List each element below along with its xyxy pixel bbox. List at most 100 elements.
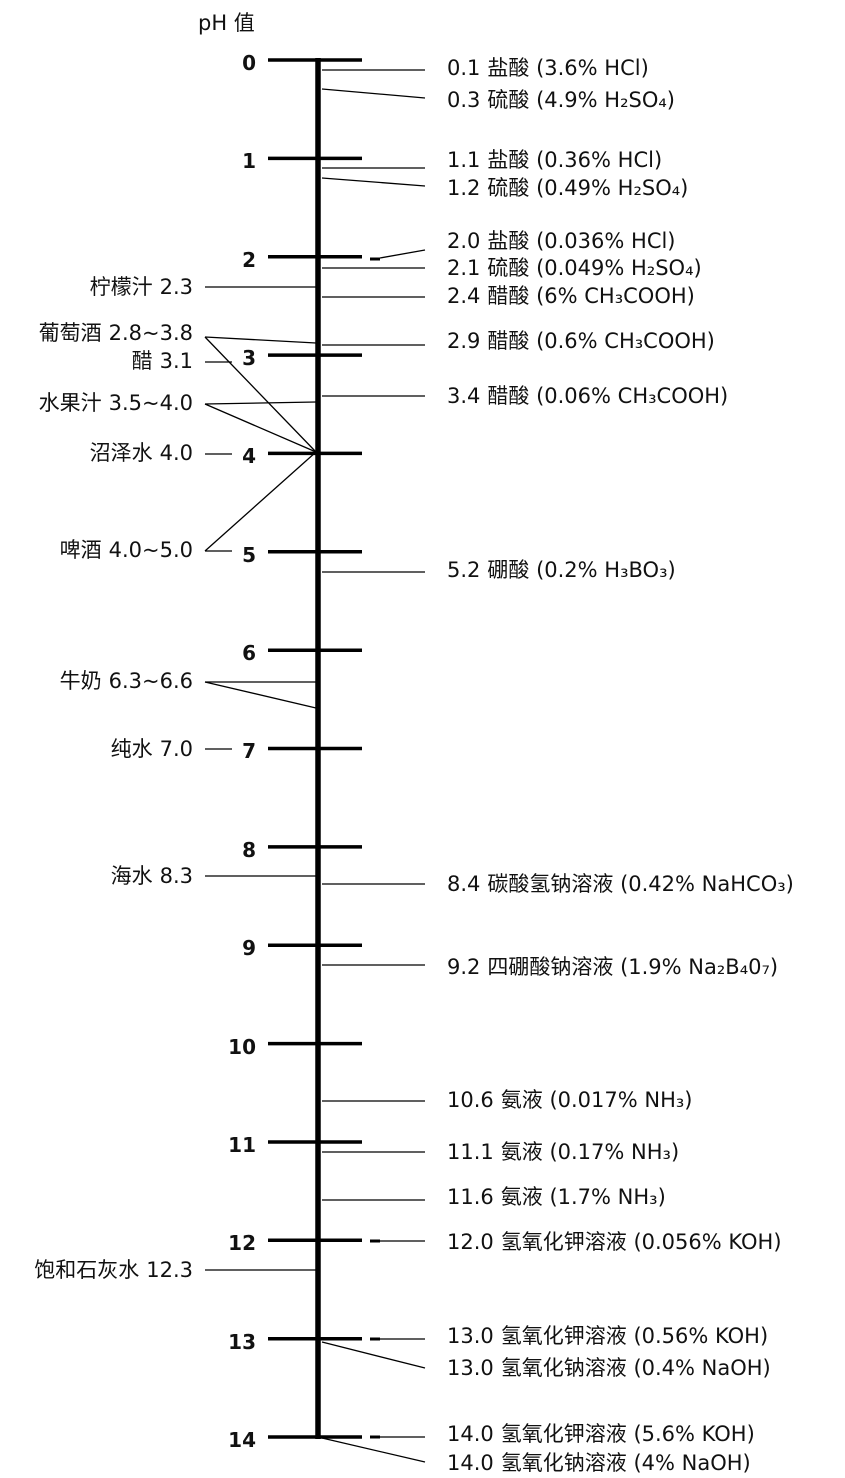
ph-value: 12.3 bbox=[146, 1258, 193, 1282]
tick-label-5: 5 bbox=[242, 543, 256, 567]
left-leader-lines bbox=[204, 286, 317, 1271]
substance-label: 沼泽水 bbox=[90, 441, 153, 465]
right-labels: 0.1 盐酸 (3.6% HCl) 0.3 硫酸 (4.9% H₂SO₄) 1.1 盐… bbox=[447, 56, 794, 1475]
ph-value: 2.3 bbox=[160, 275, 193, 299]
right-label: 2.1 硫酸 (0.049% H₂SO₄) bbox=[447, 256, 702, 280]
substance-label: 氢氧化钾溶液 (0.56% KOH) bbox=[501, 1324, 768, 1348]
substance-label: 硫酸 (0.49% H₂SO₄) bbox=[487, 176, 688, 200]
ph-value: 12.0 bbox=[447, 1230, 494, 1254]
ph-value: 11.1 bbox=[447, 1140, 494, 1164]
right-label: 2.0 盐酸 (0.036% HCl) bbox=[447, 229, 676, 253]
substance-label: 醋酸 (0.06% CH₃COOH) bbox=[487, 384, 728, 408]
ph-value: 8.3 bbox=[160, 864, 193, 888]
substance-label: 四硼酸钠溶液 (1.9% Na₂B₄0₇) bbox=[487, 955, 778, 979]
tick-label-11: 11 bbox=[228, 1133, 256, 1157]
right-label: 12.0 氢氧化钾溶液 (0.056% KOH) bbox=[447, 1230, 782, 1254]
substance-label: 水果汁 bbox=[39, 391, 102, 415]
right-label: 8.4 碳酸氢钠溶液 (0.42% NaHCO₃) bbox=[447, 872, 794, 896]
ph-value: 1.1 bbox=[447, 148, 480, 172]
right-label: 14.0 氢氧化钠溶液 (4% NaOH) bbox=[447, 1451, 751, 1475]
tick-label-4: 4 bbox=[242, 444, 256, 468]
leader-line bbox=[321, 177, 426, 187]
substance-label: 盐酸 (0.36% HCl) bbox=[487, 148, 662, 172]
substance-label: 盐酸 (0.036% HCl) bbox=[487, 229, 675, 253]
substance-label: 氨液 (1.7% NH₃) bbox=[501, 1185, 666, 1209]
ph-value: 0.3 bbox=[447, 88, 480, 112]
tick-label-13: 13 bbox=[228, 1330, 256, 1354]
right-label: 0.1 盐酸 (3.6% HCl) bbox=[447, 56, 649, 80]
leader-line bbox=[204, 403, 317, 453]
right-label: 11.1 氨液 (0.17% NH₃) bbox=[447, 1140, 679, 1164]
leader-line bbox=[204, 681, 317, 709]
tick-label-12: 12 bbox=[228, 1231, 256, 1255]
left-label: 沼泽水 4.0 bbox=[90, 441, 193, 465]
substance-label: 醋 bbox=[132, 349, 153, 373]
substance-label: 硫酸 (4.9% H₂SO₄) bbox=[487, 88, 675, 112]
tick-label-7: 7 bbox=[242, 739, 256, 763]
substance-label: 氨液 (0.017% NH₃) bbox=[501, 1088, 693, 1112]
ph-value: 3.4 bbox=[447, 384, 480, 408]
substance-label: 葡萄酒 bbox=[39, 321, 102, 345]
ph-value: 3.5~4.0 bbox=[109, 391, 193, 415]
substance-label: 醋酸 (0.6% CH₃COOH) bbox=[487, 329, 714, 353]
left-label: 纯水 7.0 bbox=[111, 737, 193, 761]
substance-label: 碳酸氢钠溶液 (0.42% NaHCO₃) bbox=[487, 872, 793, 896]
substance-label: 醋酸 (6% CH₃COOH) bbox=[487, 284, 694, 308]
tick-label-14: 14 bbox=[228, 1428, 256, 1452]
substance-label: 氢氧化钾溶液 (5.6% KOH) bbox=[501, 1422, 755, 1446]
ph-value: 6.3~6.6 bbox=[109, 669, 193, 693]
right-label: 0.3 硫酸 (4.9% H₂SO₄) bbox=[447, 88, 675, 112]
leader-line bbox=[204, 451, 317, 552]
ph-value: 11.6 bbox=[447, 1185, 494, 1209]
tick-label-0: 0 bbox=[242, 51, 256, 75]
ph-value: 2.1 bbox=[447, 256, 480, 280]
tick-label-8: 8 bbox=[242, 838, 256, 862]
right-label: 1.1 盐酸 (0.36% HCl) bbox=[447, 148, 662, 172]
substance-label: 柠檬汁 bbox=[90, 275, 153, 299]
right-leader-lines bbox=[321, 69, 426, 1463]
leader-line bbox=[204, 401, 317, 405]
ph-value: 3.1 bbox=[160, 349, 193, 373]
substance-label: 氢氧化钾溶液 (0.056% KOH) bbox=[501, 1230, 782, 1254]
diagram-title: pH 值 bbox=[198, 11, 255, 35]
ph-value: 13.0 bbox=[447, 1356, 494, 1380]
substance-label: 啤酒 bbox=[60, 538, 102, 562]
ph-value: 4.0 bbox=[160, 441, 193, 465]
left-label: 饱和石灰水 12.3 bbox=[34, 1258, 193, 1282]
tick-labels: 0 1 2 3 4 5 6 7 8 9 10 11 12 13 14 bbox=[228, 51, 256, 1452]
substance-label: 硼酸 (0.2% H₃BO₃) bbox=[487, 558, 675, 582]
leader-line bbox=[379, 249, 426, 259]
substance-label: 牛奶 bbox=[60, 669, 102, 693]
left-label: 海水 8.3 bbox=[111, 864, 193, 888]
tick-label-3: 3 bbox=[242, 346, 256, 370]
right-label: 13.0 氢氧化钾溶液 (0.56% KOH) bbox=[447, 1324, 768, 1348]
substance-label: 氢氧化钠溶液 (0.4% NaOH) bbox=[501, 1356, 771, 1380]
substance-label: 纯水 bbox=[111, 737, 153, 761]
tick-marks bbox=[268, 58, 362, 1439]
ph-value: 4.0~5.0 bbox=[109, 538, 193, 562]
right-label: 2.4 醋酸 (6% CH₃COOH) bbox=[447, 284, 695, 308]
right-label: 3.4 醋酸 (0.06% CH₃COOH) bbox=[447, 384, 728, 408]
ph-value: 9.2 bbox=[447, 955, 480, 979]
ph-value: 10.6 bbox=[447, 1088, 494, 1112]
left-label: 醋 3.1 bbox=[132, 349, 193, 373]
left-label: 牛奶 6.3~6.6 bbox=[60, 669, 193, 693]
substance-label: 硫酸 (0.049% H₂SO₄) bbox=[487, 256, 701, 280]
right-label: 9.2 四硼酸钠溶液 (1.9% Na₂B₄0₇) bbox=[447, 955, 778, 979]
leader-line bbox=[321, 1341, 426, 1369]
left-labels: 柠檬汁 2.3 葡萄酒 2.8~3.8 醋 3.1 水果汁 3.5~4.0 沼泽水 4.0… bbox=[34, 275, 193, 1282]
leader-line bbox=[204, 336, 317, 344]
left-label: 啤酒 4.0~5.0 bbox=[60, 538, 193, 562]
ph-value: 2.8~3.8 bbox=[109, 321, 193, 345]
substance-label: 盐酸 (3.6% HCl) bbox=[487, 56, 648, 80]
substance-label: 海水 bbox=[111, 864, 153, 888]
ph-value: 14.0 bbox=[447, 1451, 494, 1475]
left-label: 柠檬汁 2.3 bbox=[90, 275, 193, 299]
ph-value: 0.1 bbox=[447, 56, 480, 80]
left-label: 葡萄酒 2.8~3.8 bbox=[39, 321, 193, 345]
ph-value: 8.4 bbox=[447, 872, 480, 896]
ph-value: 13.0 bbox=[447, 1324, 494, 1348]
right-label: 2.9 醋酸 (0.6% CH₃COOH) bbox=[447, 329, 715, 353]
tick-label-10: 10 bbox=[228, 1035, 256, 1059]
